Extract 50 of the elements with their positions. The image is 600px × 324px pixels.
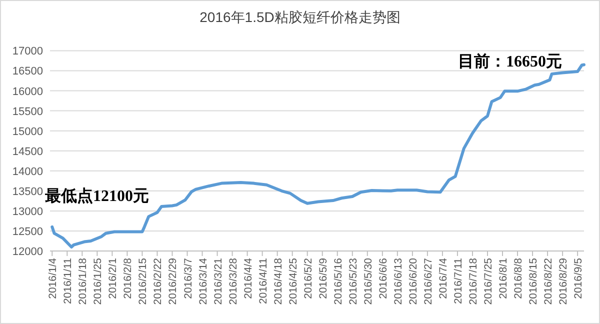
x-tick-label: 2016/6/13 xyxy=(392,258,404,305)
x-tick-label: 2016/8/15 xyxy=(528,258,540,305)
x-tick-label: 2016/8/8 xyxy=(512,258,525,299)
x-tick-label: 2016/2/29 xyxy=(167,258,180,305)
y-tick-label: 14500 xyxy=(12,146,43,158)
y-tick-label: 15500 xyxy=(12,106,43,118)
x-tick-label: 2016/3/7 xyxy=(182,258,194,299)
x-tick-label: 2016/2/15 xyxy=(137,258,150,305)
x-tick-label: 2016/2/8 xyxy=(122,258,134,299)
x-tick-label: 2016/7/18 xyxy=(467,258,480,305)
y-tick-label: 12500 xyxy=(12,226,43,238)
y-tick-label: 13000 xyxy=(12,206,43,218)
y-tick-label: 16500 xyxy=(12,66,43,78)
x-tick-label: 2016/1/18 xyxy=(77,258,90,305)
x-tick-label: 2016/4/4 xyxy=(242,258,254,299)
y-tick-label: 14000 xyxy=(12,166,43,178)
y-tick-label: 13500 xyxy=(12,186,43,198)
x-tick-label: 2016/8/29 xyxy=(558,258,570,305)
x-tick-label: 2016/3/28 xyxy=(227,258,240,305)
x-tick-label: 2016/6/6 xyxy=(377,258,390,299)
annotation: 目前：16650元 xyxy=(458,52,562,71)
x-tick-label: 2016/3/14 xyxy=(197,258,210,305)
x-tick-label: 2016/9/5 xyxy=(572,258,585,299)
x-tick-label: 2016/1/11 xyxy=(62,258,74,304)
y-tick-label: 12000 xyxy=(12,246,43,258)
annotation: 最低点12100元 xyxy=(44,186,149,205)
y-tick-label: 15000 xyxy=(12,126,43,138)
x-tick-label: 2016/5/23 xyxy=(347,258,360,305)
x-tick-label: 2016/4/25 xyxy=(287,258,300,305)
y-tick-label: 16000 xyxy=(12,86,43,98)
x-tick-label: 2016/4/11 xyxy=(257,258,270,304)
x-tick-label: 2016/2/1 xyxy=(107,258,120,299)
x-tick-label: 2016/2/22 xyxy=(152,258,164,305)
x-tick-label: 2016/7/4 xyxy=(437,258,450,299)
x-tick-label: 2016/1/4 xyxy=(47,258,60,299)
x-tick-label: 2016/4/18 xyxy=(272,258,284,305)
x-tick-label: 2016/5/9 xyxy=(317,258,330,299)
x-tick-label: 2016/7/25 xyxy=(482,258,494,305)
x-tick-label: 2016/5/16 xyxy=(332,258,344,305)
x-tick-label: 2016/6/27 xyxy=(422,258,434,305)
x-tick-label: 2016/6/20 xyxy=(407,258,420,305)
chart-title: 2016年1.5D粘胶短纤价格走势图 xyxy=(200,9,400,25)
x-tick-label: 2016/3/21 xyxy=(212,258,224,305)
y-tick-label: 17000 xyxy=(12,46,43,58)
x-tick-label: 2016/5/30 xyxy=(362,258,374,305)
x-tick-label: 2016/7/11 xyxy=(452,258,464,304)
x-tick-label: 2016/5/2 xyxy=(302,258,314,299)
x-tick-label: 2016/8/1 xyxy=(498,258,510,299)
x-tick-label: 2016/1/25 xyxy=(92,258,104,305)
x-tick-label: 2016/8/22 xyxy=(542,258,555,305)
